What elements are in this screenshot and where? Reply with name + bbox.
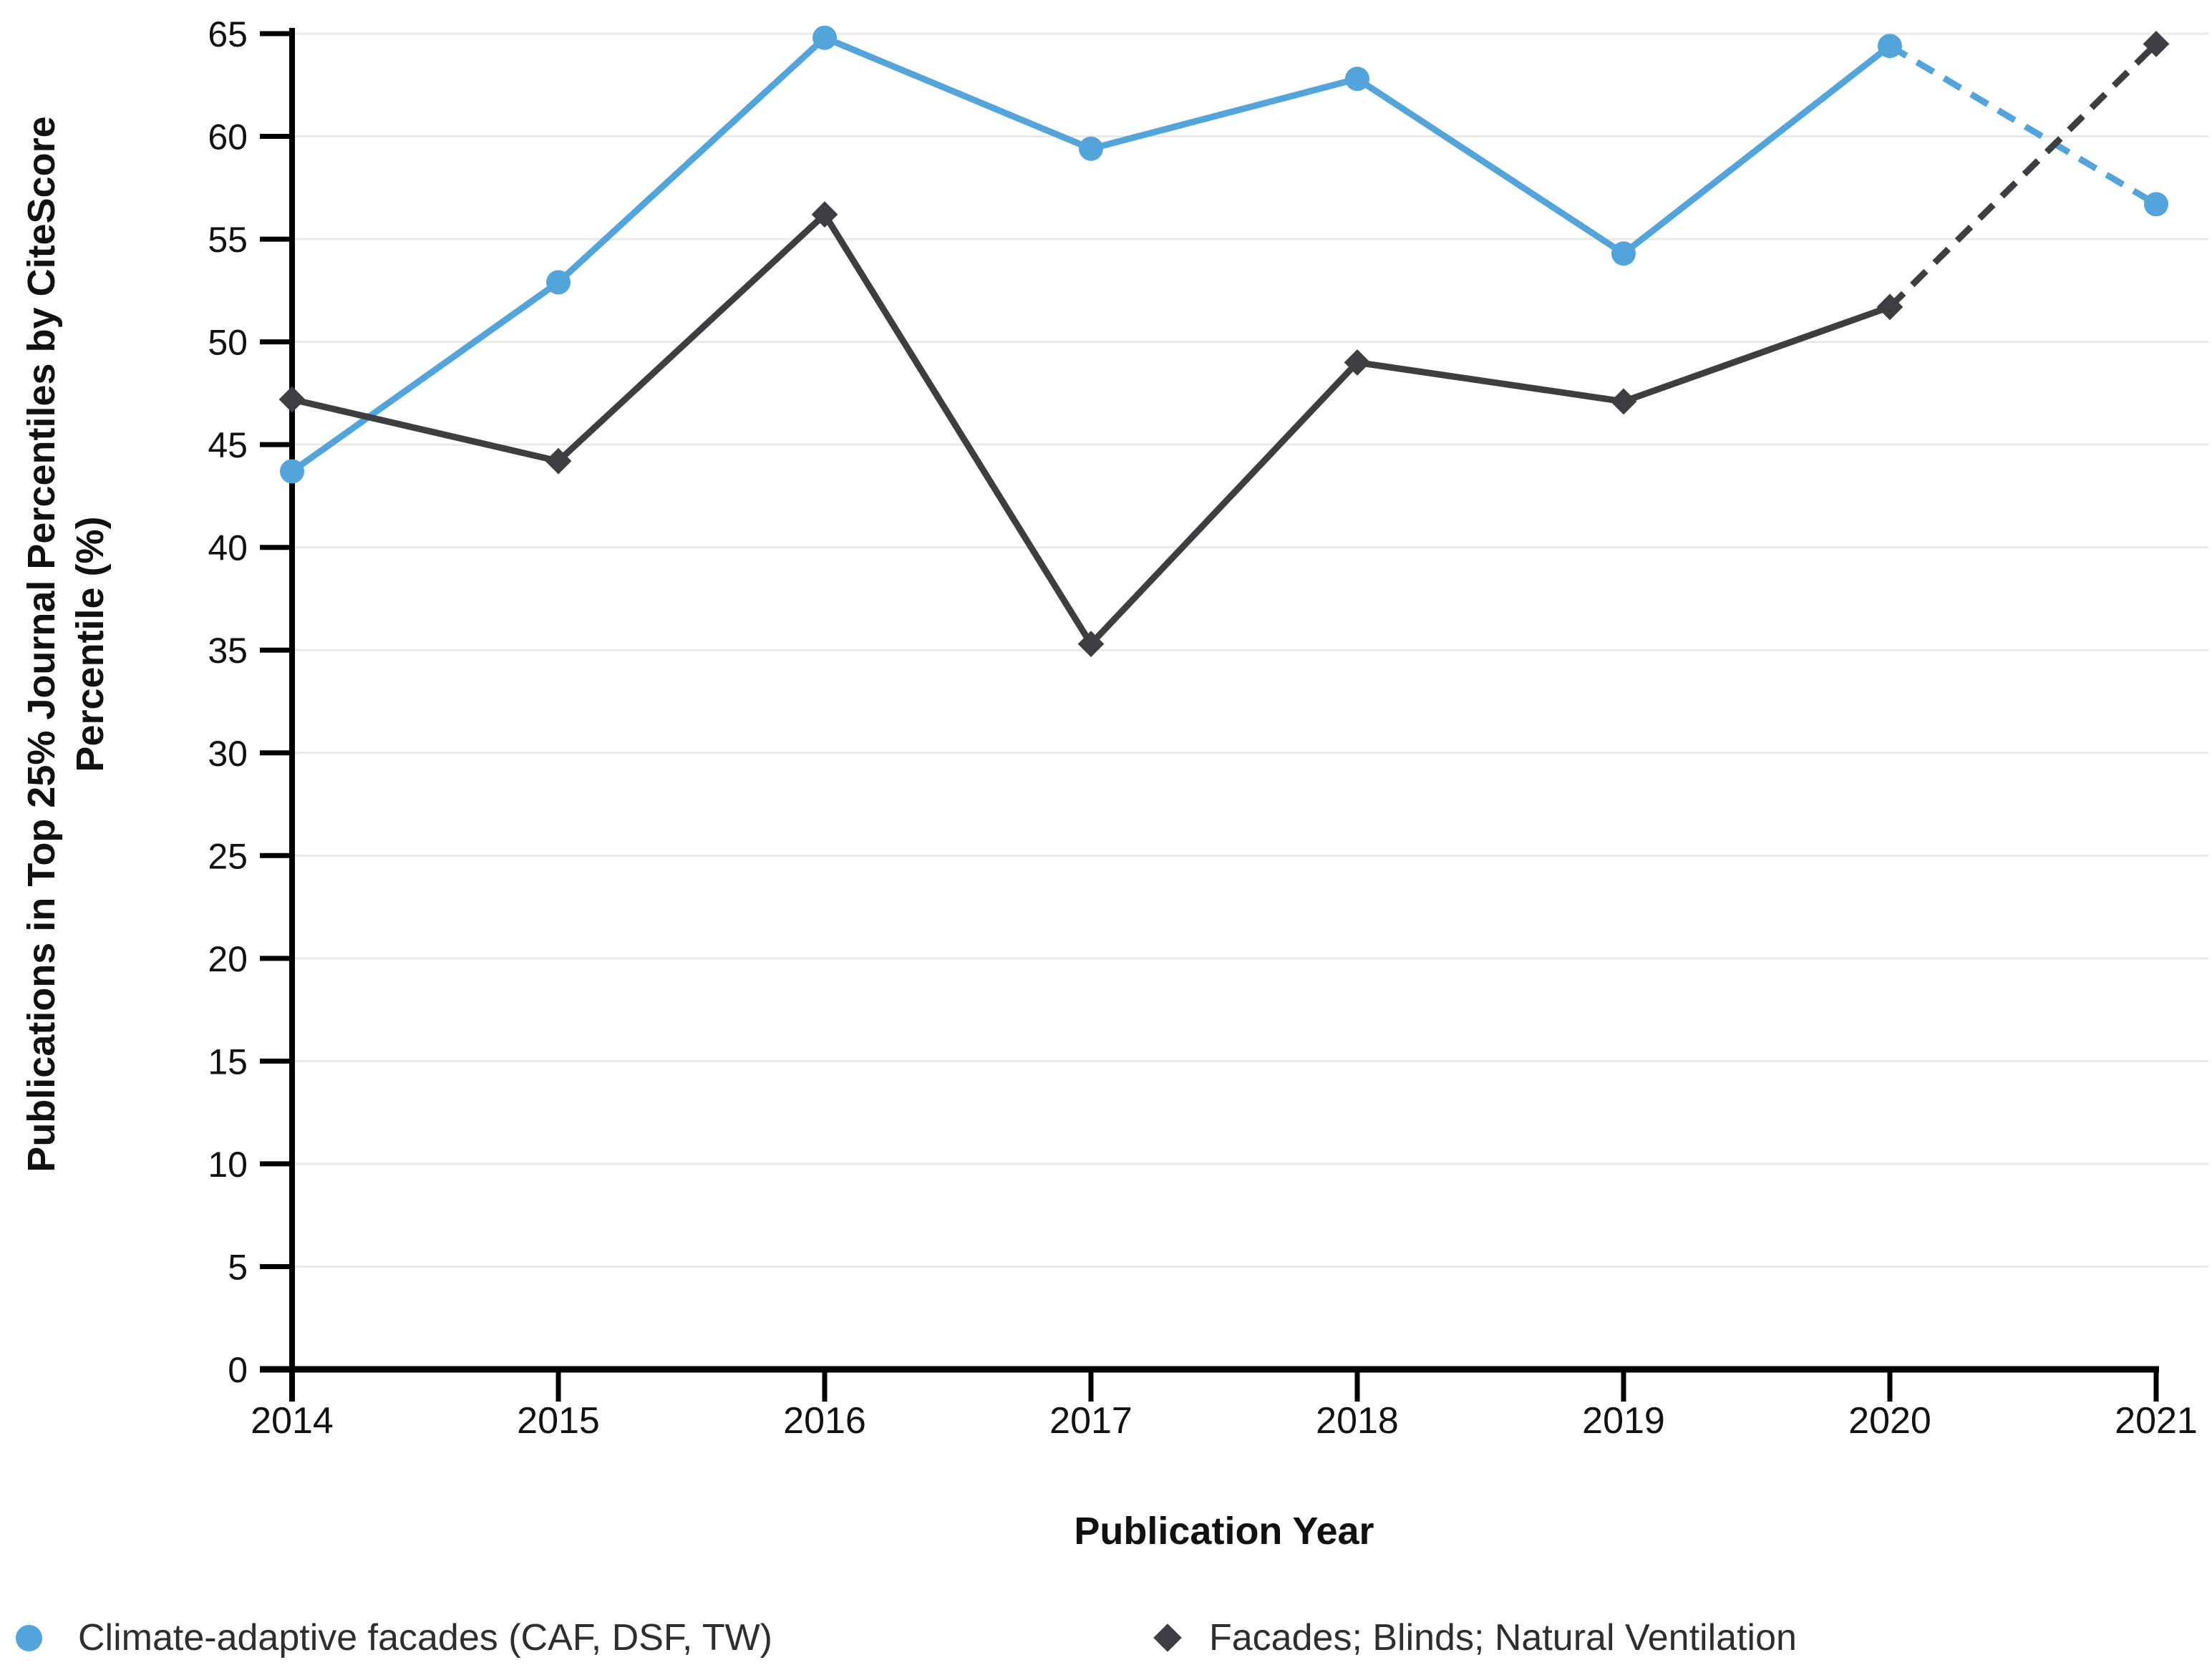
y-tick-label: 0	[228, 1350, 248, 1390]
series-dashed-segment-0	[1888, 43, 2158, 208]
legend-label: Facades; Blinds; Natural Ventilation	[1209, 1617, 1797, 1659]
data-point-circle	[1878, 34, 1902, 59]
data-point-diamond	[1876, 293, 1903, 321]
data-point-circle	[280, 459, 304, 484]
data-point-circle	[1079, 136, 1103, 161]
x-tick-label: 2014	[251, 1400, 334, 1442]
data-point-circle	[1345, 67, 1369, 92]
y-tick-label: 40	[208, 528, 248, 568]
y-tick-label: 5	[228, 1247, 248, 1287]
y-tick-label: 55	[208, 220, 248, 260]
legend-item: Facades; Blinds; Natural Ventilation	[1153, 1609, 1797, 1666]
x-tick-label: 2015	[517, 1400, 600, 1442]
y-tick-label: 10	[208, 1145, 248, 1185]
y-tick-label: 50	[208, 323, 248, 363]
x-tick-label: 2017	[1049, 1400, 1132, 1442]
dark-diamond-marker-icon	[1153, 1623, 1182, 1652]
data-point-diamond	[811, 201, 838, 228]
x-tick-label: 2016	[783, 1400, 866, 1442]
y-tick-label: 30	[208, 734, 248, 774]
y-axis-title-line-2: Percentile (%)	[69, 516, 112, 772]
legend-item: Climate-adaptive facades (CAF, DSF, TW)	[16, 1609, 772, 1666]
series-dashed-segment-1	[1887, 42, 2159, 310]
x-tick-label: 2019	[1582, 1400, 1665, 1442]
y-tick-label: 20	[208, 939, 248, 979]
data-point-circle	[2144, 192, 2168, 217]
y-tick-label: 25	[208, 836, 248, 876]
y-axis-title-line-1: Publications in Top 25% Journal Percenti…	[20, 116, 63, 1172]
x-tick-label: 2018	[1316, 1400, 1399, 1442]
data-point-diamond	[2143, 30, 2170, 57]
data-point-diamond	[1610, 388, 1637, 415]
series-line-0	[290, 34, 1892, 475]
x-tick-label: 2020	[1848, 1400, 1931, 1442]
y-tick-label: 60	[208, 117, 248, 157]
y-tick-label: 65	[208, 14, 248, 54]
legend-label: Climate-adaptive facades (CAF, DSF, TW)	[78, 1617, 772, 1659]
data-point-diamond	[278, 386, 306, 413]
y-tick-label: 15	[208, 1041, 248, 1082]
data-point-diamond	[1344, 349, 1371, 376]
data-point-circle	[1611, 241, 1636, 266]
x-axis-title: Publication Year	[1074, 1510, 1374, 1553]
blue-circle-marker-icon	[16, 1624, 42, 1651]
data-point-circle	[546, 270, 571, 295]
y-tick-label: 35	[208, 631, 248, 671]
y-tick-label: 45	[208, 425, 248, 465]
data-point-diamond	[545, 447, 572, 475]
legend: Climate-adaptive facades (CAF, DSF, TW) …	[0, 1609, 2212, 1666]
x-tick-label: 2021	[2115, 1400, 2198, 1442]
data-point-circle	[812, 25, 837, 50]
data-point-diamond	[1077, 631, 1105, 658]
series-line-1	[291, 211, 1891, 648]
